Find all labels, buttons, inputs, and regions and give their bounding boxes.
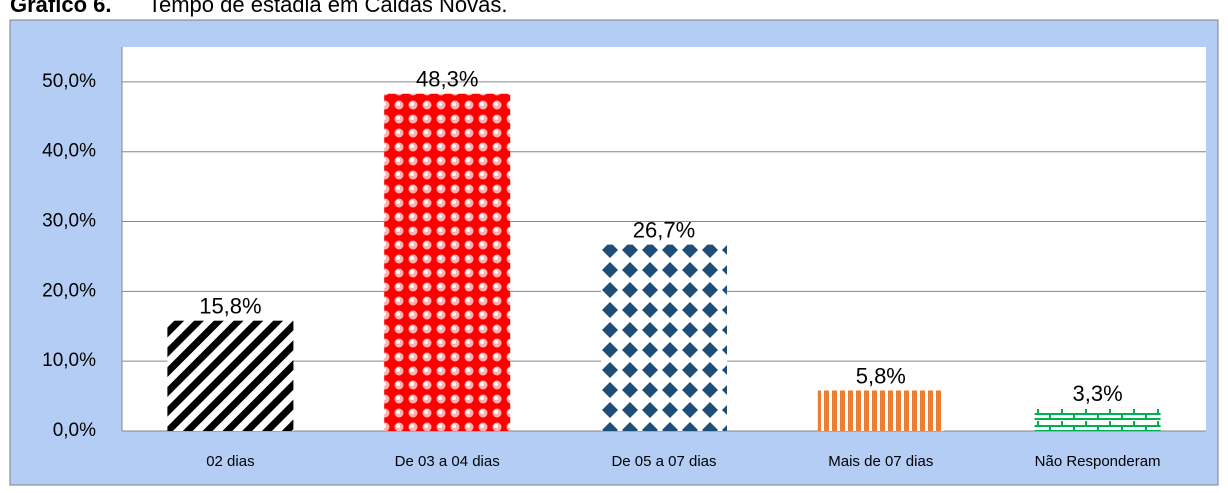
bar [384,93,511,431]
y-tick-label: 0,0% [53,420,96,441]
y-tick-label: 40,0% [42,141,96,162]
value-label: 5,8% [856,363,906,388]
y-tick-label: 10,0% [42,350,96,371]
y-tick-label: 20,0% [42,280,96,301]
value-label: 15,8% [199,293,261,318]
x-tick-label: Não Responderam [1035,453,1161,470]
y-tick-label: 50,0% [42,71,96,92]
bar [167,320,294,431]
x-tick-label: 02 dias [206,453,254,470]
value-label: 26,7% [633,217,695,242]
value-label: 48,3% [416,67,478,92]
chart-title: Tempo de estadia em Caldas Novas. [148,0,508,17]
bar [817,390,944,431]
value-label: 3,3% [1073,381,1123,406]
bar [601,244,727,431]
chart-title-label: Gráfico 6. [10,0,111,17]
x-tick-label: De 05 a 07 dias [611,453,716,470]
x-tick-label: De 03 a 04 dias [395,453,500,470]
bar [1034,407,1161,431]
y-tick-label: 30,0% [42,211,96,232]
x-tick-label: Mais de 07 dias [828,453,933,470]
